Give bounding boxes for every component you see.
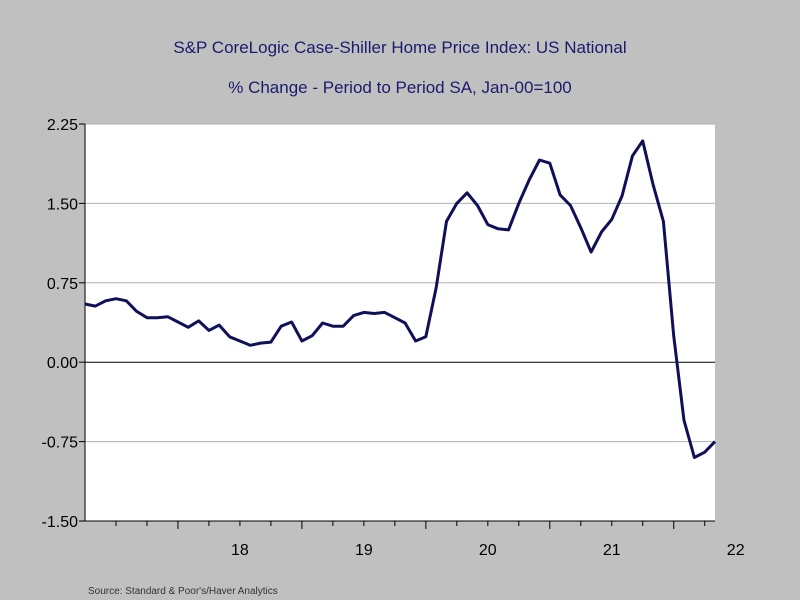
y-tick-label: 0.00 xyxy=(47,355,78,372)
x-tick-label: 20 xyxy=(479,542,497,559)
x-tick-label: 18 xyxy=(231,542,249,559)
chart-title: S&P CoreLogic Case-Shiller Home Price In… xyxy=(173,38,627,57)
x-axis-ticks: 18 19 20 21 22 xyxy=(115,521,745,559)
y-tick-label: 1.50 xyxy=(47,196,78,213)
plot-background xyxy=(85,124,715,521)
y-tick-label: -0.75 xyxy=(42,435,79,452)
y-axis-ticks: 2.25 1.50 0.75 0.00 -0.75 -1.50 xyxy=(42,117,85,531)
y-tick-label: 0.75 xyxy=(47,276,78,293)
y-tick-label: -1.50 xyxy=(42,514,79,531)
chart-subtitle: % Change - Period to Period SA, Jan-00=1… xyxy=(228,78,572,97)
axes xyxy=(84,124,715,522)
y-tick-label: 2.25 xyxy=(47,117,78,134)
series-line xyxy=(84,139,717,459)
x-tick-label: 21 xyxy=(603,542,621,559)
source-note: Source: Standard & Poor's/Haver Analytic… xyxy=(88,586,278,597)
grid-lines xyxy=(85,123,715,443)
x-tick-label: 22 xyxy=(727,542,745,559)
x-tick-label: 19 xyxy=(355,542,373,559)
